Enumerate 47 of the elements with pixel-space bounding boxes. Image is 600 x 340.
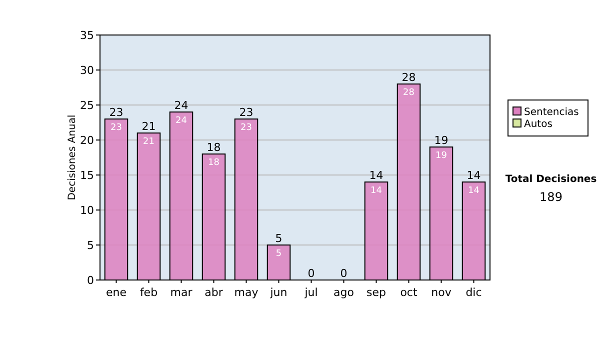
data-label: 21 [143,137,154,147]
total-label: 0 [340,267,348,280]
total-label: 24 [174,99,188,112]
data-label: 5 [276,249,282,259]
y-axis-title: Decisiones Anual [67,114,78,200]
total-label: 23 [109,106,124,119]
data-label: 14 [468,186,480,196]
total-label: 21 [142,120,156,133]
y-tick-label: 35 [80,29,94,42]
data-label: 18 [208,158,220,168]
x-tick-label: nov [431,286,452,299]
x-tick-label: oct [400,286,418,299]
y-tick-label: 10 [80,204,94,217]
y-tick-label: 30 [80,64,94,77]
x-tick-label: ago [334,286,354,299]
y-tick-label: 15 [80,169,94,182]
x-tick-label: jul [304,286,318,299]
data-label: 23 [240,123,252,133]
data-label: 19 [436,151,448,161]
y-tick-label: 20 [80,134,94,147]
x-tick-label: mar [170,286,193,299]
text: 189 [540,190,562,204]
x-tick-label: ene [106,286,127,299]
data-label: 24 [176,116,188,126]
total-label: 23 [239,106,254,119]
text: Total Decisiones [505,174,597,185]
total-label: 14 [466,169,481,182]
total-label: 0 [308,267,315,280]
total-label: 18 [206,141,221,154]
x-tick-label: may [234,286,259,299]
x-tick-label: sep [366,286,386,299]
legend-label: Sentencias [524,107,579,118]
total-label: 14 [369,169,384,182]
total-label: 5 [275,232,282,245]
x-tick-label: dic [466,286,482,299]
data-label: 14 [370,186,382,196]
x-tick-label: abr [204,286,224,299]
x-tick-label: jun [269,286,288,299]
total-label: 19 [434,134,448,147]
data-label: 28 [403,88,415,98]
total-label: 28 [402,71,416,84]
data-label: 23 [110,123,122,133]
x-tick-label: feb [140,286,158,299]
y-tick-label: 25 [80,99,94,112]
y-tick-label: 5 [87,239,94,252]
legend-label: Autos [524,119,552,130]
y-tick-label: 0 [87,274,94,287]
